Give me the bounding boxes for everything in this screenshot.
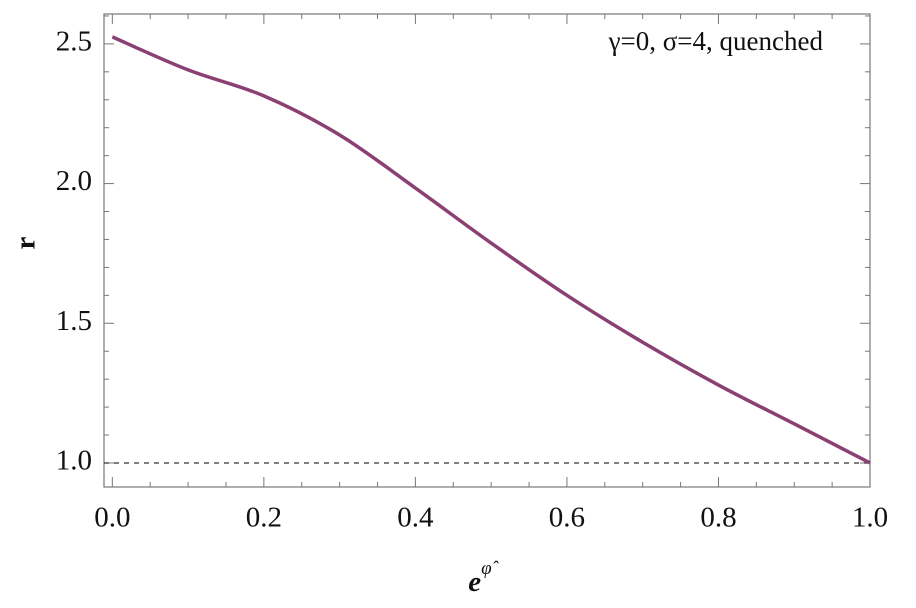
- y-tick-label: 1.0: [56, 445, 92, 477]
- x-axis-label: eφ̂: [468, 558, 499, 597]
- data-line: [111, 35, 871, 465]
- annotation: γ=0, σ=4, quenched: [608, 26, 824, 56]
- y-tick-label: 2.0: [56, 165, 92, 197]
- plot-frame: [103, 13, 871, 488]
- x-tick-label: 0.6: [549, 502, 585, 534]
- x-label-base: e: [468, 566, 481, 598]
- y-tick-label: 2.5: [56, 26, 92, 58]
- y-tick-label: 1.5: [56, 305, 92, 337]
- x-tick-label: 0.8: [700, 502, 736, 534]
- x-tick-label: 1.0: [852, 502, 888, 534]
- x-tick-label: 0.2: [246, 502, 282, 534]
- y-axis-label: r: [10, 236, 42, 249]
- x-tick-label: 0.0: [94, 502, 130, 534]
- x-tick-label: 0.4: [397, 502, 434, 534]
- x-label-superscript: φ̂: [481, 558, 500, 579]
